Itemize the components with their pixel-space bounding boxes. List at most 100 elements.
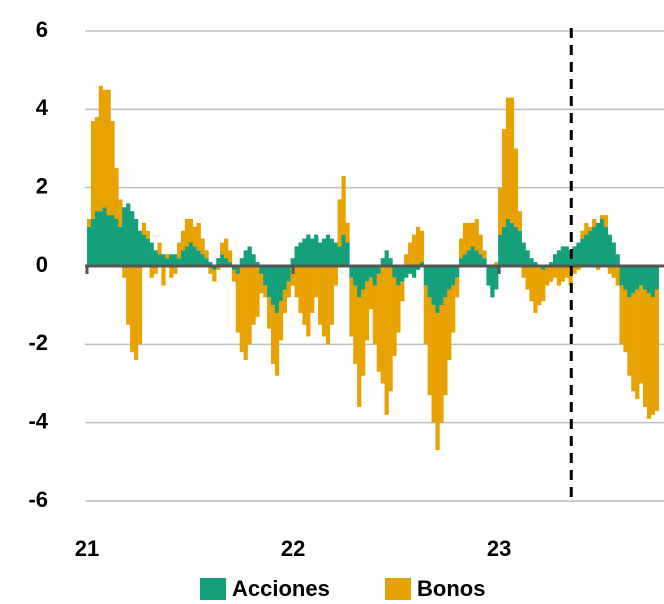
- bar-segment: [122, 207, 127, 266]
- bar-segment: [419, 230, 425, 263]
- bar-segment: [368, 277, 374, 310]
- bar-segment: [271, 266, 276, 306]
- bar-segment: [431, 305, 436, 423]
- bar-segment: [94, 211, 100, 266]
- bar-segment: [364, 266, 370, 282]
- bar-segment: [603, 215, 609, 227]
- bar-segment: [345, 242, 350, 266]
- bar-segment: [224, 258, 229, 266]
- bar-segment: [192, 246, 197, 266]
- bar-segment: [243, 266, 248, 360]
- y-tick-label: -4: [28, 408, 48, 433]
- bar-segment: [290, 266, 295, 286]
- bar-segment: [255, 266, 260, 317]
- bar-segment: [470, 222, 475, 247]
- bar-segment: [110, 121, 115, 216]
- bar-segment: [588, 230, 593, 266]
- bar-segment: [274, 266, 280, 313]
- bar-segment: [631, 266, 636, 294]
- bar-segment: [161, 254, 166, 266]
- bar-segment: [466, 250, 472, 266]
- bar-segment: [372, 266, 378, 286]
- bar-segment: [455, 277, 460, 298]
- bar-segment: [141, 234, 147, 266]
- bar-segment: [302, 266, 307, 325]
- bar-segment: [106, 89, 111, 216]
- bar-segment: [415, 226, 421, 266]
- bar-segment: [231, 266, 237, 270]
- bar-segment: [98, 85, 103, 212]
- bar-segment: [310, 266, 315, 313]
- bar-segment: [200, 254, 205, 266]
- bar-segment: [98, 211, 103, 266]
- bar-segment: [611, 266, 616, 278]
- bar-segment: [302, 238, 307, 266]
- bar-segment: [584, 234, 589, 266]
- bar-segment: [329, 266, 334, 325]
- bar-segment: [149, 266, 154, 278]
- bar-segment: [576, 266, 581, 270]
- bar-segment: [184, 219, 190, 247]
- bar-segment: [314, 234, 319, 266]
- y-tick-label: 0: [36, 252, 48, 277]
- bar-segment: [564, 246, 569, 266]
- bar-segment: [552, 266, 558, 278]
- bar-segment: [278, 301, 284, 341]
- bar-segment: [595, 222, 601, 266]
- bar-segment: [376, 273, 381, 372]
- bar-segment: [654, 266, 659, 290]
- bar-segment: [251, 254, 256, 266]
- bar-segment: [196, 222, 201, 251]
- bar-segment: [220, 242, 225, 255]
- bar-segment: [509, 97, 515, 223]
- bar-segment: [400, 266, 405, 282]
- bar-segment: [314, 266, 319, 298]
- bar-segment: [110, 215, 115, 266]
- y-tick-label: 2: [36, 173, 48, 198]
- bar-segment: [263, 266, 268, 286]
- bar-segment: [408, 242, 413, 266]
- bar-segment: [87, 226, 92, 266]
- bar-segment: [325, 266, 331, 345]
- bar-segment: [341, 234, 346, 266]
- bar-segment: [580, 230, 585, 239]
- bar-segment: [353, 285, 358, 364]
- bar-segment: [235, 266, 240, 274]
- bar-segment: [247, 266, 252, 345]
- bar-segment: [576, 242, 581, 266]
- bar-segment: [631, 293, 636, 392]
- bar-segment: [443, 266, 448, 298]
- bar-segment: [513, 148, 518, 227]
- bar-segment: [478, 254, 483, 266]
- bar-segment: [349, 277, 354, 337]
- bar-segment: [478, 234, 483, 255]
- bar-segment: [388, 266, 393, 392]
- bar-segment: [153, 250, 158, 266]
- bar-segment: [169, 266, 174, 278]
- bar-segment: [329, 238, 334, 266]
- bar-segment: [623, 266, 628, 290]
- bar-segment: [560, 246, 565, 266]
- bar-segment: [513, 226, 518, 266]
- bar-segment: [384, 266, 389, 415]
- bar-segment: [286, 266, 291, 282]
- bar-segment: [435, 313, 440, 451]
- bar-segment: [423, 285, 428, 345]
- bar-segment: [208, 266, 213, 274]
- legend-swatch: [200, 578, 226, 600]
- bar-segment: [106, 215, 111, 266]
- bar-segment: [392, 277, 397, 357]
- bar-segment: [102, 207, 107, 266]
- bar-segment: [517, 230, 522, 266]
- bar-segment: [361, 266, 366, 290]
- bar-segment: [404, 254, 409, 266]
- bar-segment: [447, 289, 452, 360]
- bar-segment: [286, 281, 291, 298]
- bar-segment: [357, 297, 362, 407]
- bar-segment: [165, 258, 170, 266]
- bar-segment: [572, 266, 577, 274]
- bar-segment: [212, 266, 217, 270]
- bar-segment: [411, 266, 417, 278]
- bar-segment: [627, 266, 632, 298]
